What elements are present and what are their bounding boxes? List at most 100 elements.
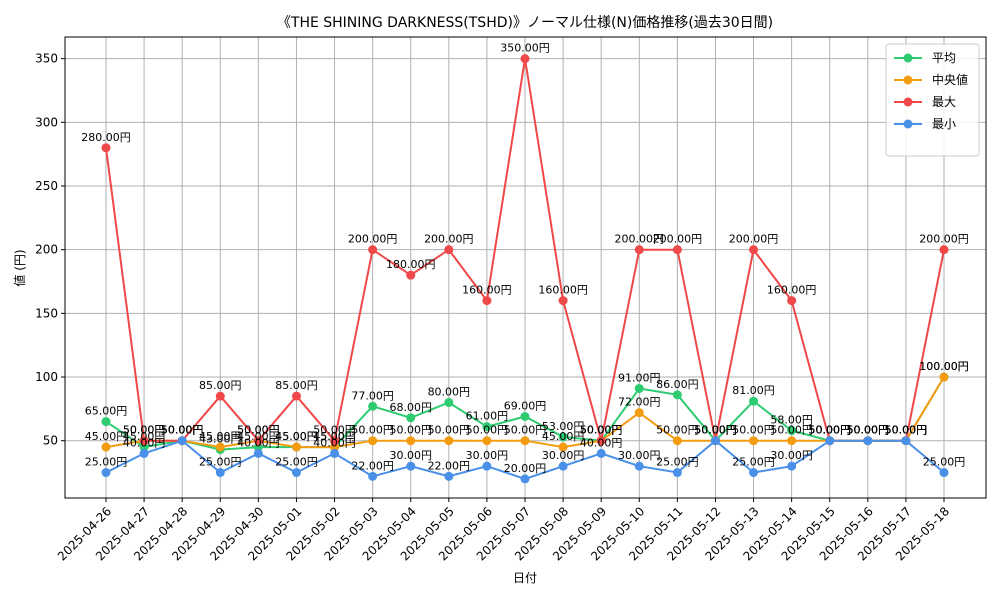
data-label: 77.00円 <box>351 389 394 402</box>
data-label: 50.00円 <box>351 424 394 437</box>
data-point <box>406 461 416 471</box>
data-label: 200.00円 <box>615 233 665 246</box>
data-point <box>825 436 835 446</box>
data-label: 40.00円 <box>580 436 623 449</box>
data-label: 50.00円 <box>732 424 775 437</box>
data-label: 86.00円 <box>656 378 699 391</box>
data-point <box>406 270 416 280</box>
data-point <box>634 383 644 393</box>
data-label: 200.00円 <box>653 233 703 246</box>
data-label: 25.00円 <box>656 456 699 469</box>
data-label: 22.00円 <box>428 459 471 472</box>
data-point <box>368 401 378 411</box>
data-label: 25.00円 <box>85 456 128 469</box>
data-point <box>558 442 568 452</box>
data-point <box>139 448 149 458</box>
data-label: 45.00円 <box>313 430 356 443</box>
data-label: 30.00円 <box>542 449 585 462</box>
data-label: 50.00円 <box>123 424 166 437</box>
data-point <box>177 436 187 446</box>
data-label: 160.00円 <box>462 284 512 297</box>
data-label: 30.00円 <box>466 449 509 462</box>
data-label: 50.00円 <box>161 424 204 437</box>
data-point <box>520 436 530 446</box>
data-point <box>101 143 111 153</box>
data-label: 69.00円 <box>504 399 547 412</box>
data-point <box>368 436 378 446</box>
data-label: 43.00円 <box>199 433 242 446</box>
y-tick-label: 50 <box>43 434 58 448</box>
y-tick-label: 350 <box>35 52 58 66</box>
data-label: 61.00円 <box>466 410 509 423</box>
data-point <box>939 468 949 478</box>
data-label: 50.00円 <box>580 424 623 437</box>
legend-swatch-marker <box>903 75 913 85</box>
data-label: 50.00円 <box>123 424 166 437</box>
chart-title: 《THE SHINING DARKNESS(TSHD)》ノーマル仕様(N)価格推… <box>277 15 773 31</box>
data-label: 58.00円 <box>770 414 813 427</box>
legend-label: 最大 <box>932 95 956 109</box>
grid <box>65 37 986 498</box>
data-point <box>368 471 378 481</box>
data-point <box>101 442 111 452</box>
data-label: 80.00円 <box>428 385 471 398</box>
data-label: 45.00円 <box>199 430 242 443</box>
data-label: 65.00円 <box>85 405 128 418</box>
data-point <box>482 461 492 471</box>
axis-ticks: 501001502002503003502025-04-262025-04-27… <box>35 52 952 564</box>
data-point <box>787 436 797 446</box>
data-point <box>596 436 606 446</box>
data-point <box>558 461 568 471</box>
legend-swatch-marker <box>903 53 913 63</box>
data-point <box>787 426 797 436</box>
data-point <box>253 436 263 446</box>
data-point <box>444 245 454 255</box>
data-label: 50.00円 <box>237 424 280 437</box>
data-label: 280.00円 <box>81 131 131 144</box>
data-label: 50.00円 <box>504 424 547 437</box>
data-label: 50.00円 <box>808 424 851 437</box>
data-point <box>444 397 454 407</box>
data-label: 50.00円 <box>656 424 699 437</box>
data-point <box>330 436 340 446</box>
data-label: 50.00円 <box>885 424 928 437</box>
data-label: 50.00円 <box>313 424 356 437</box>
data-label: 100.00円 <box>919 360 969 373</box>
data-label: 50.00円 <box>237 424 280 437</box>
data-point <box>444 436 454 446</box>
data-label: 50.00円 <box>847 424 890 437</box>
data-label: 22.00円 <box>351 459 394 472</box>
data-point <box>368 245 378 255</box>
data-label: 50.00円 <box>580 424 623 437</box>
data-label: 50.00円 <box>808 424 851 437</box>
data-point <box>634 408 644 418</box>
y-tick-label: 150 <box>35 306 58 320</box>
data-label: 350.00円 <box>500 42 550 55</box>
data-label: 25.00円 <box>199 456 242 469</box>
data-point <box>291 468 301 478</box>
data-label: 50.00円 <box>161 424 204 437</box>
data-point <box>672 468 682 478</box>
data-point <box>520 411 530 421</box>
data-label: 50.00円 <box>808 424 851 437</box>
data-label: 50.00円 <box>161 424 204 437</box>
data-point <box>215 442 225 452</box>
data-label: 45.00円 <box>237 430 280 443</box>
data-label: 50.00円 <box>466 424 509 437</box>
data-label: 200.00円 <box>424 233 474 246</box>
data-label: 50.00円 <box>808 424 851 437</box>
data-label: 30.00円 <box>770 449 813 462</box>
data-label: 200.00円 <box>919 233 969 246</box>
data-point <box>787 461 797 471</box>
data-point <box>406 413 416 423</box>
data-label: 45.00円 <box>313 430 356 443</box>
data-point <box>482 436 492 446</box>
data-point <box>634 245 644 255</box>
data-point <box>482 296 492 306</box>
data-point <box>253 442 263 452</box>
data-label: 50.00円 <box>847 424 890 437</box>
data-label: 45.00円 <box>275 430 318 443</box>
data-label: 50.00円 <box>694 424 737 437</box>
data-label: 160.00円 <box>538 284 588 297</box>
